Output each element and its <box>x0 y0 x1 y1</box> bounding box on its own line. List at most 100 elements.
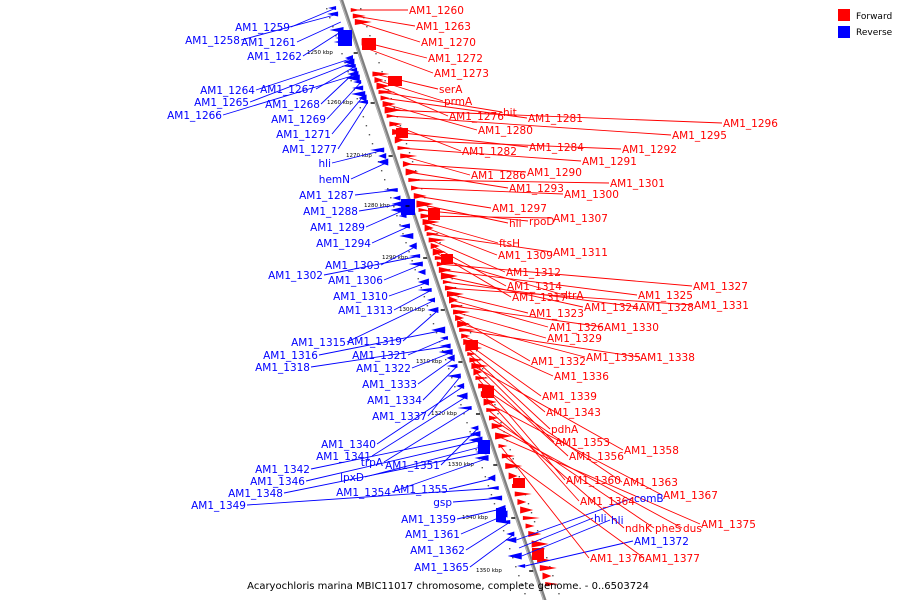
forward-gene-label[interactable]: AM1_1343 <box>546 407 601 419</box>
forward-gene-label[interactable]: AM1_1300 <box>564 189 619 201</box>
reverse-gene-label[interactable]: AM1_1316 <box>263 350 318 362</box>
reverse-gene-label[interactable]: AM1_1277 <box>282 144 337 156</box>
forward-gene-label[interactable]: rpoD <box>529 216 555 228</box>
forward-gene-label[interactable]: AM1_1375 <box>701 519 756 531</box>
reverse-gene-label[interactable]: AM1_1362 <box>410 545 465 557</box>
reverse-gene-label[interactable]: AM1_1341 <box>316 451 371 463</box>
forward-gene-label[interactable]: AM1_1327 <box>693 281 748 293</box>
forward-gene-label[interactable]: AM1_1295 <box>672 130 727 142</box>
reverse-gene-label[interactable]: AM1_1266 <box>167 110 222 122</box>
reverse-gene-label[interactable]: AM1_1333 <box>362 379 417 391</box>
forward-gene-label[interactable]: AM1_1360 <box>566 475 621 487</box>
forward-gene-label[interactable]: AM1_1280 <box>478 125 533 137</box>
forward-gene-label[interactable]: AM1_1276 <box>449 111 504 123</box>
forward-gene-label[interactable]: AM1_1286 <box>471 170 526 182</box>
forward-gene-label[interactable]: AM1_1290 <box>527 167 582 179</box>
forward-gene-label[interactable]: AM1_1309 <box>498 250 553 262</box>
forward-gene-label[interactable]: hli <box>509 218 522 230</box>
reverse-gene-label[interactable]: hli <box>611 515 624 527</box>
reverse-gene-label[interactable]: AM1_1372 <box>634 536 689 548</box>
reverse-gene-label[interactable]: AM1_1310 <box>333 291 388 303</box>
forward-gene-label[interactable]: ndhK <box>625 523 653 535</box>
reverse-gene-label[interactable]: AM1_1269 <box>271 114 326 126</box>
forward-gene-label[interactable]: pdhA <box>551 424 579 436</box>
forward-gene-label[interactable]: AM1_1358 <box>624 445 679 457</box>
forward-gene-label[interactable]: AM1_1293 <box>509 183 564 195</box>
reverse-gene-label[interactable]: trpA <box>361 457 384 469</box>
forward-gene-label[interactable]: AM1_1270 <box>421 37 476 49</box>
reverse-gene-label[interactable]: AM1_1355 <box>393 484 448 496</box>
reverse-gene-label[interactable]: AM1_1349 <box>191 500 246 512</box>
reverse-gene-label[interactable]: AM1_1348 <box>228 488 283 500</box>
forward-gene-label[interactable]: AM1_1338 <box>640 352 695 364</box>
reverse-gene-label[interactable]: AM1_1322 <box>356 363 411 375</box>
forward-gene-label[interactable]: AM1_1353 <box>555 437 610 449</box>
reverse-gene-label[interactable]: hemN <box>319 174 350 186</box>
reverse-gene-label[interactable]: lpxD <box>340 472 364 484</box>
reverse-gene-label[interactable]: AM1_1340 <box>321 439 376 451</box>
forward-gene-label[interactable]: AM1_1329 <box>547 333 602 345</box>
forward-gene-label[interactable]: AM1_1331 <box>694 300 749 312</box>
forward-gene-label[interactable]: AM1_1311 <box>553 247 608 259</box>
forward-gene-label[interactable]: AM1_1339 <box>542 391 597 403</box>
forward-gene-label[interactable]: AM1_1297 <box>492 203 547 215</box>
reverse-gene-label[interactable]: AM1_1342 <box>255 464 310 476</box>
reverse-gene-label[interactable]: AM1_1268 <box>265 99 320 111</box>
reverse-gene-label[interactable]: AM1_1258 <box>185 35 240 47</box>
reverse-gene-label[interactable]: AM1_1287 <box>299 190 354 202</box>
forward-gene-label[interactable]: AM1_1307 <box>553 213 608 225</box>
reverse-gene-label[interactable]: AM1_1288 <box>303 206 358 218</box>
forward-gene-label[interactable]: AM1_1314 <box>507 281 562 293</box>
reverse-gene-label[interactable]: AM1_1262 <box>247 51 302 63</box>
reverse-gene-label[interactable]: AM1_1361 <box>405 529 460 541</box>
reverse-gene-label[interactable]: AM1_1359 <box>401 514 456 526</box>
forward-gene-label[interactable]: prmA <box>444 96 473 108</box>
reverse-gene-label[interactable]: AM1_1319 <box>347 336 402 348</box>
forward-gene-label[interactable]: AM1_1296 <box>723 118 778 130</box>
forward-gene-label[interactable]: pheS <box>655 523 682 535</box>
reverse-gene-label[interactable]: hli <box>594 513 607 525</box>
reverse-gene-label[interactable]: AM1_1318 <box>255 362 310 374</box>
forward-gene-label[interactable]: AM1_1281 <box>528 113 583 125</box>
forward-gene-label[interactable]: AM1_1330 <box>604 322 659 334</box>
forward-gene-label[interactable]: AM1_1363 <box>623 477 678 489</box>
forward-gene-label[interactable]: AM1_1263 <box>416 21 471 33</box>
forward-gene-label[interactable]: AM1_1325 <box>638 290 693 302</box>
forward-gene-label[interactable]: ltrA <box>565 290 584 302</box>
forward-gene-label[interactable]: AM1_1367 <box>663 490 718 502</box>
reverse-gene-label[interactable]: hli <box>319 158 332 170</box>
reverse-gene-label[interactable]: AM1_1302 <box>268 270 323 282</box>
forward-gene-label[interactable]: AM1_1312 <box>506 267 561 279</box>
reverse-gene-label[interactable]: AM1_1259 <box>235 22 290 34</box>
forward-gene-label[interactable]: AM1_1317 <box>512 292 567 304</box>
reverse-gene-label[interactable]: AM1_1321 <box>352 350 407 362</box>
forward-gene-label[interactable]: AM1_1328 <box>639 302 694 314</box>
forward-gene-label[interactable]: AM1_1332 <box>531 356 586 368</box>
forward-gene-label[interactable]: AM1_1323 <box>529 308 584 320</box>
forward-gene-label[interactable]: serA <box>439 84 463 96</box>
forward-gene-label[interactable]: ftsH <box>499 238 520 250</box>
forward-gene-label[interactable]: AM1_1273 <box>434 68 489 80</box>
forward-gene-label[interactable]: AM1_1260 <box>409 5 464 17</box>
forward-gene-label[interactable]: AM1_1282 <box>462 146 517 158</box>
forward-gene-label[interactable]: AM1_1336 <box>554 371 609 383</box>
forward-gene-label[interactable]: hit <box>503 107 517 119</box>
reverse-gene-label[interactable]: gsp <box>433 497 452 509</box>
reverse-gene-label[interactable]: AM1_1313 <box>338 305 393 317</box>
reverse-gene-label[interactable]: AM1_1365 <box>414 562 469 574</box>
forward-gene-label[interactable]: AM1_1301 <box>610 178 665 190</box>
reverse-gene-label[interactable]: AM1_1337 <box>372 411 427 423</box>
forward-gene-label[interactable]: AM1_1284 <box>529 142 584 154</box>
forward-gene-label[interactable]: AM1_1364 <box>580 496 635 508</box>
forward-gene-label[interactable]: AM1_1377 <box>645 553 700 565</box>
forward-gene-label[interactable]: dus <box>683 523 702 535</box>
forward-gene-label[interactable]: AM1_1356 <box>569 451 624 463</box>
forward-gene-label[interactable]: AM1_1376 <box>590 553 645 565</box>
forward-gene-label[interactable]: AM1_1335 <box>586 352 641 364</box>
forward-gene-label[interactable]: AM1_1291 <box>582 156 637 168</box>
reverse-gene-label[interactable]: AM1_1354 <box>336 487 391 499</box>
forward-gene-label[interactable]: AM1_1272 <box>428 53 483 65</box>
forward-gene-label[interactable]: AM1_1326 <box>549 322 604 334</box>
reverse-gene-label[interactable]: AM1_1303 <box>325 260 380 272</box>
reverse-gene-label[interactable]: AM1_1351 <box>385 460 440 472</box>
